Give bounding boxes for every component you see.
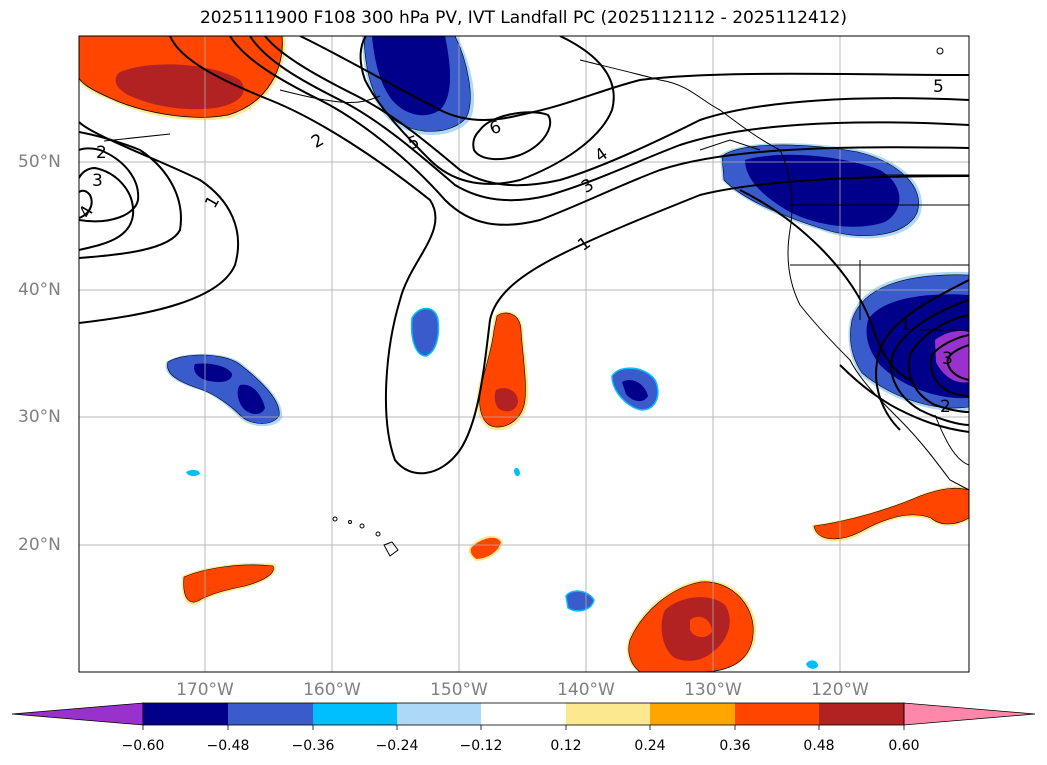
chart-title: 2025111900 F108 300 hPa PV, IVT Landfall… [199, 8, 847, 28]
positive-anomaly-small-1 [468, 535, 504, 562]
lat-label: 50°N [18, 152, 61, 172]
colorbar-extend-low [11, 702, 144, 726]
colorbar-frame [142, 702, 905, 726]
colorbar-bin [819, 703, 904, 725]
coastlines [103, 47, 969, 557]
colorbar-bin [397, 703, 481, 725]
contour-label: 1 [574, 233, 594, 256]
colorbar-tick-label: 0.12 [550, 738, 582, 754]
colorbar-bin [481, 703, 566, 725]
positive-anomaly-northwest [79, 36, 286, 121]
plot-frame [78, 35, 970, 673]
negative-anomaly-small-6 [514, 467, 520, 477]
colorbar [11, 702, 1036, 730]
negative-anomaly-small-3 [565, 590, 595, 612]
negative-anomaly-pacific-northwest [720, 143, 922, 239]
colorbar-tick-label: −0.12 [459, 738, 503, 754]
lon-label: 120°W [811, 680, 869, 700]
lon-label: 140°W [557, 680, 615, 700]
contour-label: 5 [933, 77, 944, 97]
colorbar-bin [735, 703, 819, 725]
lat-label: 30°N [18, 407, 61, 427]
lat-label: 40°N [18, 280, 61, 300]
negative-anomaly-small-5 [186, 469, 200, 477]
lon-label: 130°W [684, 680, 742, 700]
colorbar-tick-label: −0.24 [375, 738, 419, 754]
positive-anomaly-mexico [812, 486, 969, 542]
contour-label: 5 [405, 132, 422, 154]
colorbar-tick-label: 0.36 [719, 738, 751, 754]
lon-label: 170°W [176, 680, 234, 700]
colorbar-tick-label: −0.48 [206, 738, 250, 754]
contour-label: 3 [92, 171, 103, 191]
colorbar-tick-label: −0.36 [291, 738, 335, 754]
positive-anomaly-central [476, 311, 529, 431]
positive-anomaly-southwest [181, 562, 277, 605]
colorbar-tick-label: 0.24 [634, 738, 666, 754]
contour-label: 2 [96, 143, 107, 163]
contour-label: 3 [942, 349, 953, 369]
negative-anomaly-north-central [362, 36, 475, 136]
lat-label: 20°N [18, 535, 61, 555]
contour-label: 1 [900, 315, 911, 335]
gridlines [79, 36, 969, 672]
pv-contours [79, 36, 969, 475]
positive-anomaly-south [626, 579, 757, 672]
colorbar-tick-label: 0.60 [888, 738, 920, 754]
lon-label: 150°W [430, 680, 488, 700]
contour-label: 2 [308, 130, 327, 153]
colorbar-tick-label: 0.48 [803, 738, 835, 754]
colorbar-tick-label: −0.60 [121, 738, 165, 754]
lon-label: 160°W [303, 680, 361, 700]
colorbar-bin [228, 703, 313, 725]
negative-anomaly-small-1 [410, 307, 440, 357]
pc-fill-layer [79, 36, 969, 672]
negative-anomaly-west [165, 353, 283, 427]
negative-anomaly-small-4 [806, 660, 818, 669]
contour-label: 3 [578, 175, 597, 198]
colorbar-extend-high [903, 702, 1036, 726]
colorbar-bin [650, 703, 735, 725]
colorbar-bin [313, 703, 397, 725]
colorbar-bin [566, 703, 650, 725]
colorbar-bin [143, 703, 228, 725]
negative-anomaly-small-2-core [622, 379, 648, 402]
contour-label: 2 [940, 397, 951, 417]
contour-label: 6 [487, 117, 504, 139]
